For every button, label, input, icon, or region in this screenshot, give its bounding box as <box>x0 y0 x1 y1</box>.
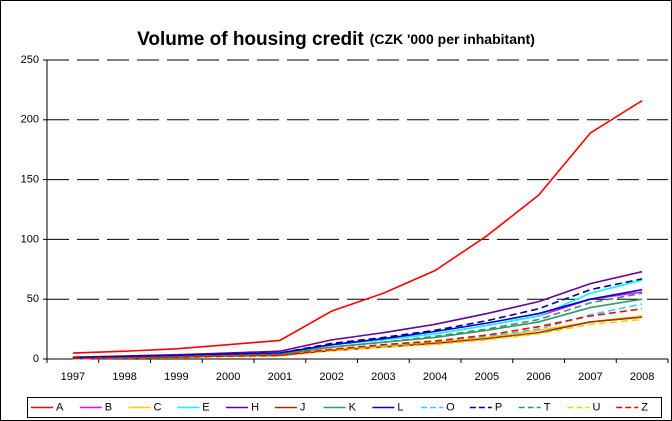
x-tick-label: 2005 <box>475 371 499 383</box>
series-line <box>72 99 643 354</box>
legend-box <box>27 397 662 418</box>
y-tick-label: 150 <box>21 174 39 186</box>
x-tick-label: 2003 <box>371 371 395 383</box>
y-tick-label: 250 <box>21 54 39 66</box>
title: Volume of housing credit <box>137 29 364 50</box>
x-tick-label: 2008 <box>630 371 654 383</box>
legend-label: B <box>105 401 112 413</box>
x-tick-label: 2002 <box>319 371 343 383</box>
series-line <box>72 278 643 359</box>
legend-label: T <box>544 401 551 413</box>
legend-label: L <box>397 401 403 413</box>
legend-label: A <box>56 401 64 413</box>
x-tick-label: 1997 <box>61 371 85 383</box>
legend-label: K <box>349 401 357 413</box>
x-tick-label: 1998 <box>112 371 136 383</box>
legend-label: C <box>154 401 162 413</box>
legend-label: E <box>202 401 209 413</box>
series-line <box>72 307 643 360</box>
legend-label: P <box>495 401 502 413</box>
chart-title: Volume of housing credit (CZK '000 per in… <box>137 29 535 50</box>
x-tick-label: 2007 <box>578 371 602 383</box>
legend-label: Z <box>641 401 648 413</box>
x-tick-label: 2004 <box>423 371 447 383</box>
legend-label: U <box>592 401 600 413</box>
x-tick-label: 2006 <box>526 371 550 383</box>
y-tick-label: 100 <box>21 233 39 245</box>
subtitle: (CZK '000 per inhabitant) <box>370 31 535 47</box>
legend-label: O <box>446 401 455 413</box>
x-tick-label: 2001 <box>268 371 292 383</box>
y-tick-label: 50 <box>27 293 39 305</box>
x-tick-label: 2000 <box>216 371 240 383</box>
legend-label: H <box>251 401 259 413</box>
y-tick-label: 200 <box>21 114 39 126</box>
x-tick-label: 1999 <box>164 371 188 383</box>
legend-label: J <box>300 401 306 413</box>
y-tick-label: 0 <box>33 353 39 365</box>
